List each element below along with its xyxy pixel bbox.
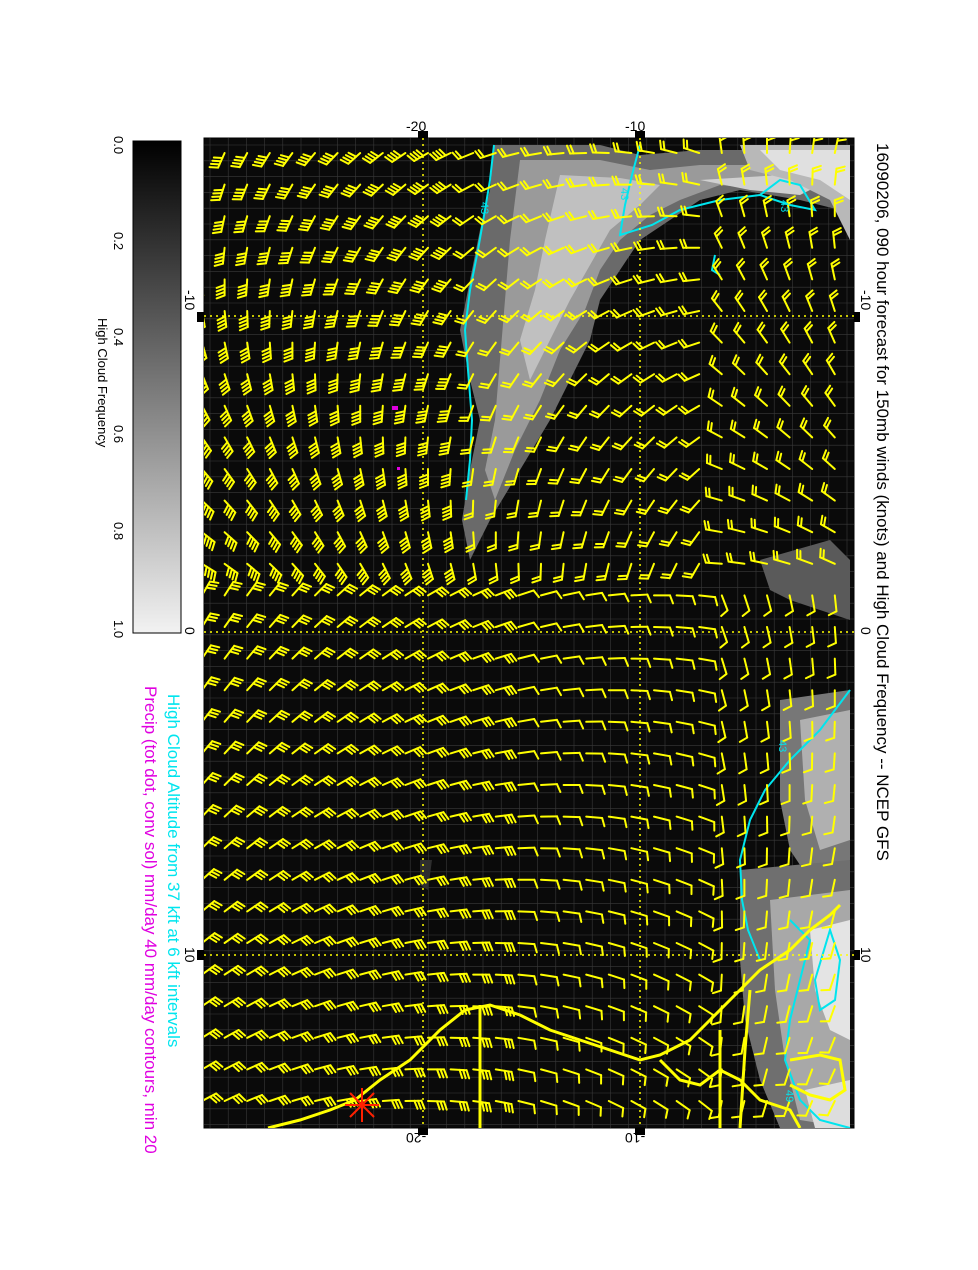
colorbar-tick: 0.8	[111, 522, 126, 540]
lat-tick-left: 0	[182, 627, 198, 635]
lat-tick-right: 10	[858, 947, 874, 963]
contour-label: 43	[776, 740, 788, 752]
map-title: 16090206, 090 hour forecast for 150mb wi…	[872, 143, 892, 861]
colorbar-tick: 0.4	[111, 328, 126, 346]
colorbar	[133, 141, 181, 633]
lon-tick-top: -10	[625, 118, 645, 134]
lon-tick-bottom: -20	[406, 1130, 426, 1146]
lon-tick-bottom: -10	[625, 1130, 645, 1146]
lat-tick-left: 10	[182, 947, 198, 963]
colorbar-label: High Cloud Frequency	[95, 318, 110, 447]
colorbar-tick: 0.2	[111, 232, 126, 250]
colorbar-tick: 1.0	[111, 620, 126, 638]
contour-label: 43	[618, 188, 630, 200]
wind-barb	[191, 215, 202, 235]
star-marker	[345, 1088, 379, 1122]
contour-label: 43	[478, 202, 490, 214]
lon-tick-top: -20	[406, 118, 426, 134]
wind-barb	[188, 150, 202, 171]
wind-barb	[193, 248, 202, 267]
lat-tick-left: -10	[182, 290, 198, 310]
lat-tick-right: -10	[858, 290, 874, 310]
contour-label: 49	[783, 1090, 795, 1102]
lat-tick-right: 0	[858, 627, 874, 635]
colorbar-tick: 0.6	[111, 425, 126, 443]
wind-barb	[190, 183, 202, 203]
colorbar-tick: 0.0	[111, 136, 126, 154]
contour-label: 43	[778, 200, 790, 212]
legend-precip: Precip (tot dot, conv sol) mm/day 40 mm/…	[140, 686, 160, 1154]
legend-altitude: High Cloud Altitude from 37 kft at 6 kft…	[163, 694, 183, 1047]
